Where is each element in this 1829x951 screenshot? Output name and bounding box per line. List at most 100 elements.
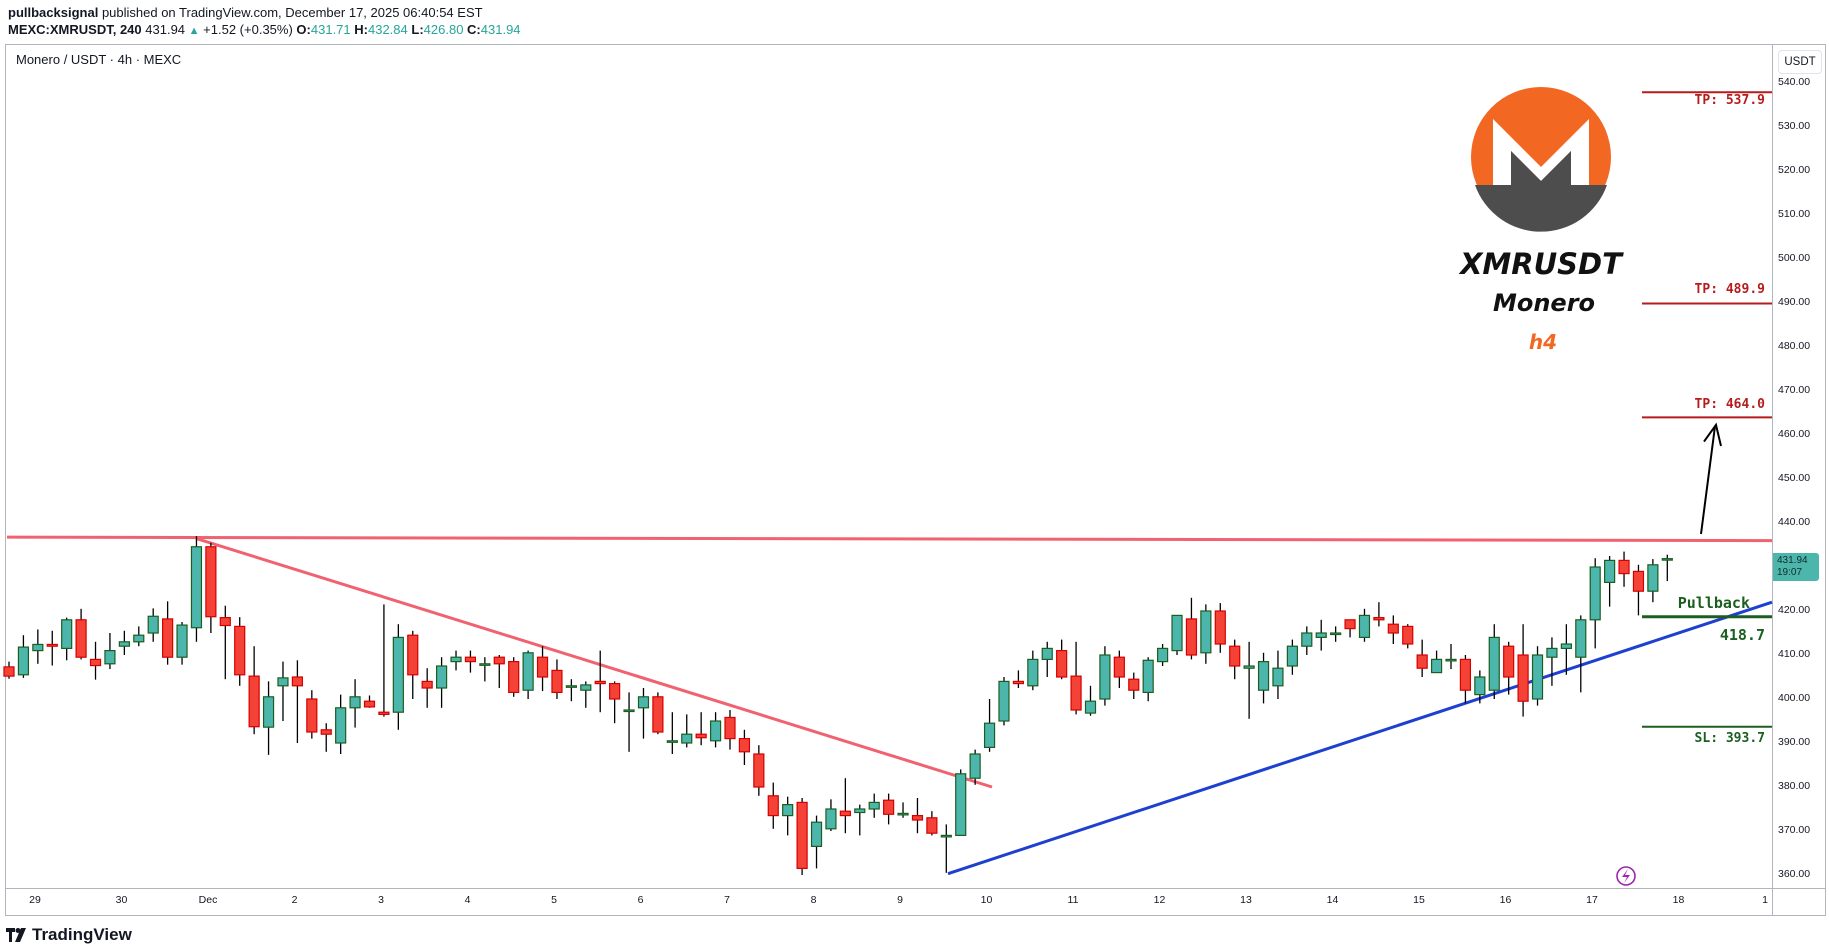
author[interactable]: pullbacksignal <box>8 5 99 20</box>
bearish-candle <box>911 814 924 821</box>
bearish-candle <box>926 817 938 834</box>
bullish-candle <box>1084 700 1097 714</box>
timeframe-annotation: h4 <box>1528 330 1558 354</box>
bullish-candle <box>681 733 693 744</box>
bullish-candle <box>479 663 491 666</box>
open-label: O: <box>296 22 311 37</box>
bullish-candle <box>1315 632 1327 639</box>
price-tick: 450.00 <box>1778 472 1811 484</box>
descending-trendline <box>195 536 993 789</box>
lightning-icon <box>1616 866 1636 886</box>
bullish-candle <box>1546 647 1558 658</box>
monero-logo-m <box>1493 119 1589 185</box>
bearish-candle <box>1503 645 1515 678</box>
bullish-candle <box>1330 632 1342 636</box>
bullish-candle <box>349 696 361 709</box>
time-tick: 2 <box>291 894 298 906</box>
bullish-candle <box>1272 667 1284 687</box>
bullish-candle <box>450 656 462 663</box>
price-axis-divider <box>1772 44 1773 916</box>
sl-label: SL: 393.7 <box>1694 731 1765 746</box>
bullish-candle <box>1575 619 1587 658</box>
bullish-candle <box>810 821 823 848</box>
bearish-candle <box>464 656 477 663</box>
chart-legend-title: Monero / USDT · 4h · MEXC <box>16 52 182 67</box>
target-arrow-head <box>1703 422 1722 447</box>
time-tick: 11 <box>1067 894 1079 906</box>
publish-line: pullbacksignal published on TradingView.… <box>8 4 521 21</box>
bearish-candle <box>1056 649 1068 678</box>
bearish-candle <box>46 643 58 647</box>
bearish-candle <box>234 625 246 676</box>
bullish-candle <box>1661 558 1673 561</box>
time-tick: 14 <box>1326 894 1339 906</box>
bullish-candle <box>1142 659 1154 694</box>
ticker-annotation: XMRUSDT <box>1460 247 1622 281</box>
last-price-tag: 431.94 19:07 <box>1773 553 1819 581</box>
price-change: +1.52 (+0.35%) <box>203 22 293 37</box>
bullish-candle <box>1156 647 1169 663</box>
low-label: L: <box>411 22 424 37</box>
bearish-candle <box>363 700 376 708</box>
bullish-candle <box>1430 658 1443 674</box>
bullish-candle <box>1171 614 1183 652</box>
bullish-candle <box>983 722 996 749</box>
price-tick: 470.00 <box>1778 384 1811 396</box>
price-tick: 390.00 <box>1778 736 1811 748</box>
bullish-candle <box>868 801 880 810</box>
bullish-candle <box>1286 645 1298 667</box>
price-tick: 460.00 <box>1778 428 1811 440</box>
price-tick: 520.00 <box>1778 164 1811 176</box>
bullish-candle <box>1027 658 1039 687</box>
currency-selector[interactable]: USDT <box>1778 50 1822 74</box>
bullish-candle <box>940 834 952 838</box>
time-tick: 1 <box>1762 894 1768 906</box>
lightning-bolt-icon <box>1622 869 1630 883</box>
bullish-candle <box>1647 564 1659 592</box>
bearish-candle <box>1185 618 1198 656</box>
bullish-candle <box>176 624 188 658</box>
bearish-candle <box>724 716 736 740</box>
bullish-candle <box>1531 654 1544 700</box>
bearish-candle <box>219 616 231 627</box>
target-arrow <box>1700 426 1716 535</box>
tp1-label: TP: 464.0 <box>1694 397 1765 412</box>
tradingview-logo[interactable]: TradingView <box>6 925 132 945</box>
monero-logo-bottom <box>1475 185 1607 232</box>
bearish-candle <box>162 618 174 658</box>
bullish-candle <box>637 696 650 709</box>
chart-frame[interactable] <box>5 44 1826 916</box>
up-triangle-icon: ▲ <box>188 25 200 37</box>
bullish-candle <box>190 546 203 629</box>
ascending-support-line <box>947 600 1773 876</box>
bearish-candle <box>493 656 505 665</box>
bearish-candle <box>1344 619 1356 630</box>
bullish-candle <box>969 753 981 779</box>
bullish-candle <box>522 652 534 691</box>
price-tick: 380.00 <box>1778 780 1811 792</box>
bearish-candle <box>1012 680 1025 685</box>
bearish-candle <box>536 656 549 678</box>
bullish-candle <box>565 685 577 688</box>
bullish-candle <box>955 773 967 836</box>
bearish-candle <box>1113 656 1125 678</box>
bearish-candle <box>306 698 318 733</box>
bar-countdown: 19:07 <box>1777 567 1803 578</box>
price-tick: 480.00 <box>1778 340 1811 352</box>
bearish-candle <box>1128 678 1140 691</box>
bearish-candle <box>407 634 419 676</box>
bearish-candle <box>291 676 303 687</box>
time-axis-divider <box>5 888 1826 889</box>
bullish-candle <box>1243 665 1255 669</box>
bearish-candle <box>1214 610 1226 645</box>
pullback-label: Pullback <box>1677 594 1750 612</box>
bullish-candle <box>580 684 592 691</box>
last-price: 431.94 <box>145 22 186 37</box>
monero-logo-m-fill <box>1511 151 1571 185</box>
bullish-candle <box>1200 610 1212 654</box>
tradingview-brand: TradingView <box>32 925 132 944</box>
bullish-candle <box>1474 676 1486 696</box>
bullish-candle <box>1257 660 1270 691</box>
bearish-candle <box>1373 616 1385 621</box>
